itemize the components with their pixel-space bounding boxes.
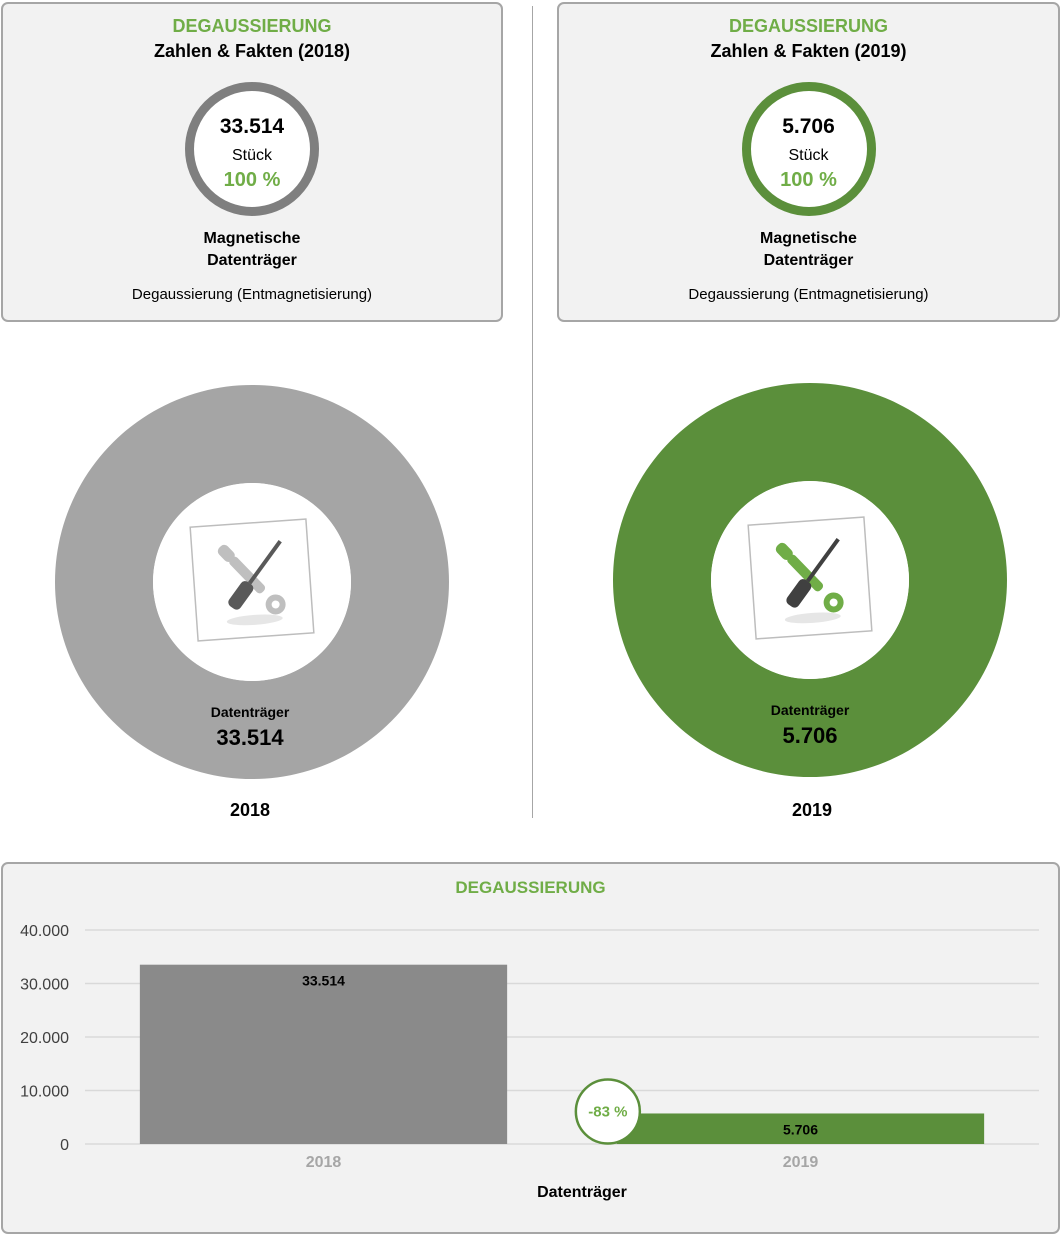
tools-icon: [747, 516, 873, 640]
ring-percent: 100 %: [780, 169, 837, 191]
card-subtitle: Zahlen & Fakten (2018): [153, 41, 351, 61]
bar-chart-card: DEGAUSSIERUNG 0 10.000 20.000 30.000 40.000 3…: [1, 862, 1060, 1234]
media-label-line1: Magnetische: [203, 230, 301, 247]
donut-label: Datenträger: [210, 704, 290, 720]
kpi-card-2018: DEGAUSSIERUNG Zahlen & Fakten (2018) 33.…: [1, 2, 503, 322]
bar-2018: [139, 964, 508, 1144]
value-ring: 33.514 Stück 100 %: [185, 82, 319, 216]
vertical-divider: [532, 6, 533, 818]
ring-percent: 100 %: [223, 169, 281, 191]
card-heading: DEGAUSSIERUNG: [728, 16, 889, 36]
year-label: 2019: [791, 800, 833, 820]
change-badge: [574, 1078, 642, 1145]
kpi-card-2019: DEGAUSSIERUNG Zahlen & Fakten (2019) 5.7…: [557, 2, 1060, 322]
chart-title: DEGAUSSIERUNG: [455, 878, 606, 897]
y-tick-label: 0: [60, 1137, 69, 1154]
ring-value: 5.706: [782, 115, 835, 138]
donut-label: Datenträger: [770, 702, 850, 718]
bar-chart: 0 10.000 20.000 30.000 40.000 33.514 2018 5.706…: [20, 923, 1039, 1201]
donut-chart-2018: [54, 385, 449, 779]
y-tick-label: 30.000: [20, 977, 69, 994]
change-badge-label: -83 %: [588, 1103, 627, 1120]
media-label-line2: Datenträger: [207, 252, 297, 269]
donut-slice: [54, 385, 449, 779]
method-label: Degaussierung (Entmagnetisierung): [688, 286, 929, 303]
y-tick-label: 10.000: [20, 1084, 69, 1101]
x-axis-label: Datenträger: [537, 1184, 627, 1201]
donut-slice: [612, 383, 1007, 777]
bar-data-label: 33.514: [302, 973, 345, 989]
y-tick-label: 40.000: [20, 923, 69, 940]
media-label-line2: Datenträger: [763, 252, 854, 269]
donut-value: 33.514: [216, 725, 284, 750]
donut-chart-2019: [612, 383, 1007, 777]
value-ring: 5.706 Stück 100 %: [741, 82, 876, 216]
donut-value: 5.706: [782, 723, 838, 748]
x-tick-label: 2018: [306, 1154, 342, 1171]
ring-unit: Stück: [231, 147, 272, 164]
card-heading: DEGAUSSIERUNG: [172, 16, 332, 36]
media-label: Magnetische Datenträger: [559, 228, 1058, 272]
x-tick-label: 2019: [783, 1154, 819, 1171]
card-subtitle: Zahlen & Fakten (2019): [710, 41, 907, 61]
method-label: Degaussierung (Entmagnetisierung): [131, 286, 373, 303]
tools-icon: [189, 518, 315, 642]
bar-2019: [616, 1113, 985, 1144]
year-label: 2018: [229, 800, 271, 820]
y-tick-label: 20.000: [20, 1030, 69, 1047]
ring-unit: Stück: [788, 147, 829, 164]
ring-value: 33.514: [219, 115, 285, 138]
media-label: Magnetische Datenträger: [3, 228, 501, 272]
media-label-line1: Magnetische: [760, 230, 857, 247]
bar-data-label: 5.706: [783, 1121, 818, 1137]
